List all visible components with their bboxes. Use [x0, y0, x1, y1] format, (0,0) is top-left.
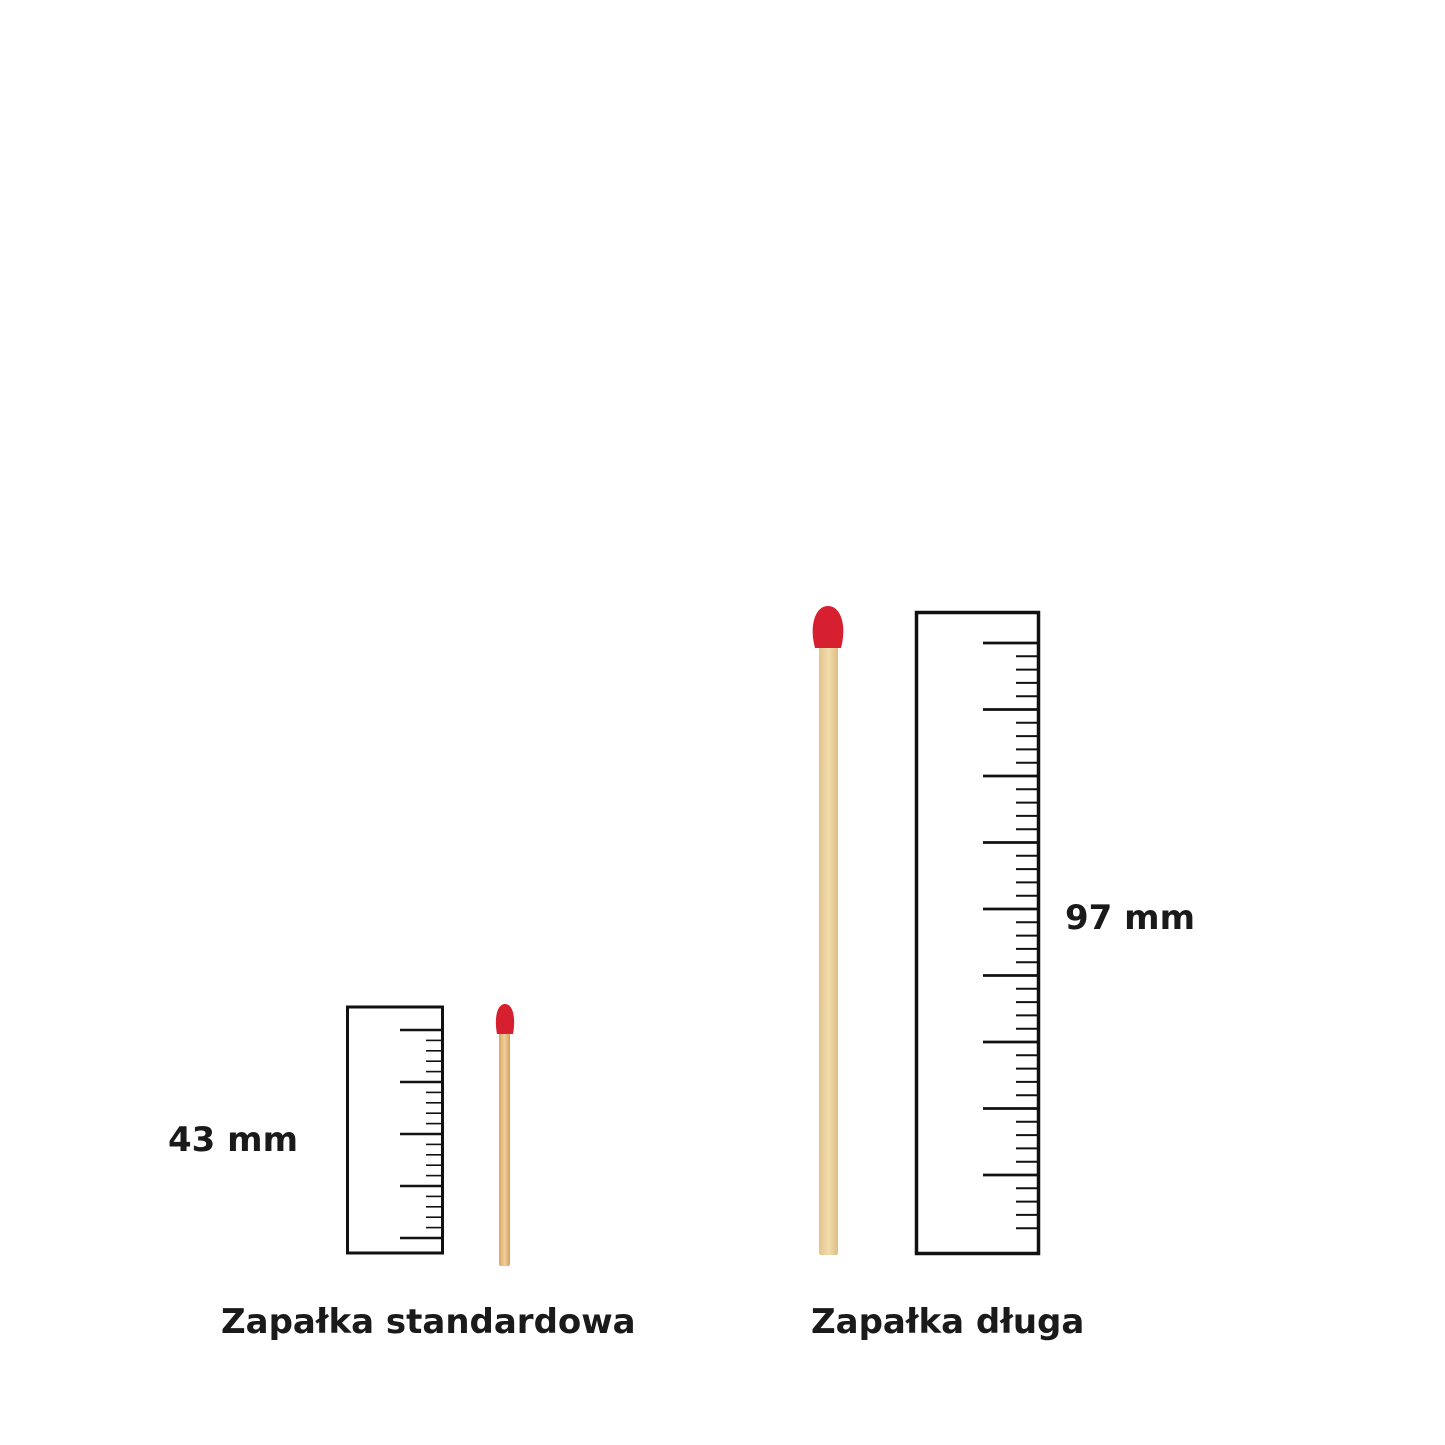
match-standard	[495, 1004, 515, 1266]
length-label-long: 97 mm	[1065, 898, 1196, 938]
caption-standard: Zapałka standardowa	[221, 1302, 636, 1342]
ruler-standard	[346, 1005, 444, 1255]
length-label-standard: 43 mm	[168, 1120, 299, 1160]
ruler-long	[914, 610, 1041, 1256]
match-long	[812, 606, 844, 1255]
caption-long: Zapałka długa	[811, 1302, 1085, 1342]
